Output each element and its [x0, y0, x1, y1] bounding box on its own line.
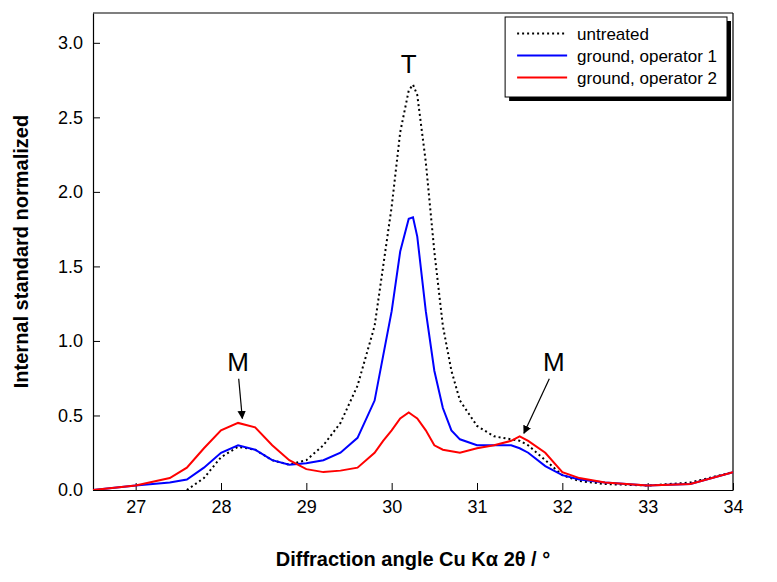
x-tick: 32: [553, 483, 573, 517]
y-tick-label: 3.0: [58, 33, 83, 53]
chart: 27 28 29 30 31 32 33 34 0.0 0.5 1.0 1.5 2.0 2.5 3.0 T M M…: [0, 0, 777, 582]
x-tick: 30: [382, 483, 402, 517]
y-tick-mark: [93, 266, 100, 267]
frame-right: [732, 13, 733, 490]
y-tick: 0.5: [58, 406, 100, 426]
annotation-label: M: [543, 347, 565, 377]
legend: untreated ground, operator 1 ground, opera…: [505, 17, 731, 101]
x-tick: 34: [723, 483, 743, 517]
y-tick: 1.0: [58, 331, 100, 351]
y-tick-mark: [93, 117, 100, 118]
frame-top: [93, 12, 733, 13]
y-tick-mark: [93, 415, 100, 416]
x-tick-mark: [733, 483, 734, 490]
y-axis: 0.0 0.5 1.0 1.5 2.0 2.5 3.0: [58, 14, 100, 501]
y-tick-label: 0.5: [58, 406, 83, 426]
annotation-arrow: [524, 379, 549, 434]
y-tick-label: 2.5: [58, 108, 83, 128]
y-tick-label: 0.0: [58, 480, 83, 500]
y-tick-label: 1.5: [58, 257, 83, 277]
y-tick: 2.5: [58, 108, 100, 128]
y-tick: 1.5: [58, 257, 100, 277]
y-tick-label: 2.0: [58, 182, 83, 202]
y-axis-line: [93, 14, 94, 491]
x-axis-line: [94, 490, 734, 491]
x-tick: 33: [638, 483, 658, 517]
y-tick-mark: [93, 43, 100, 44]
x-tick-label: 31: [467, 497, 487, 517]
y-tick-mark: [93, 192, 100, 193]
series-line: [93, 412, 733, 490]
legend-swatch: [517, 55, 567, 57]
legend-box: [505, 17, 727, 97]
x-tick-mark: [221, 483, 222, 490]
legend-swatch: [517, 77, 567, 79]
x-axis-title: Diffraction angle Cu Kα 2θ / °: [276, 548, 550, 570]
y-axis-title: Internal standard normalized: [10, 115, 32, 388]
annotation-label: T: [401, 49, 417, 79]
x-tick-mark: [477, 483, 478, 490]
y-tick-label: 1.0: [58, 331, 83, 351]
x-tick-label: 34: [723, 497, 743, 517]
x-tick: 29: [297, 483, 317, 517]
x-axis: 27 28 29 30 31 32 33 34: [94, 483, 744, 517]
series-line: [93, 217, 733, 490]
y-tick-mark: [93, 490, 100, 491]
annotation-arrow: [239, 379, 243, 419]
x-tick-label: 30: [382, 497, 402, 517]
x-tick: 31: [467, 483, 487, 517]
y-tick: 0.0: [58, 480, 100, 500]
x-tick-mark: [392, 483, 393, 490]
x-tick: 27: [126, 483, 146, 517]
x-tick-label: 33: [638, 497, 658, 517]
legend-label: ground, operator 1: [577, 47, 717, 66]
lines: [93, 85, 733, 490]
x-tick: 28: [211, 483, 231, 517]
annotation-label: M: [227, 347, 249, 377]
legend-swatch: [517, 33, 567, 35]
legend-label: ground, operator 2: [577, 69, 717, 88]
annotations: T M M: [227, 49, 564, 434]
legend-label: untreated: [577, 25, 649, 44]
y-tick: 2.0: [58, 182, 100, 202]
y-tick-mark: [93, 341, 100, 342]
x-tick-label: 28: [211, 497, 231, 517]
x-tick-mark: [306, 483, 307, 490]
x-tick-mark: [562, 483, 563, 490]
x-tick-label: 29: [297, 497, 317, 517]
plot: 27 28 29 30 31 32 33 34 0.0 0.5 1.0 1.5 2.0 2.5 3.0 T M M: [58, 13, 744, 517]
x-tick-label: 32: [553, 497, 573, 517]
y-tick: 3.0: [58, 33, 100, 53]
x-tick-label: 27: [126, 497, 146, 517]
series-line: [187, 85, 733, 490]
